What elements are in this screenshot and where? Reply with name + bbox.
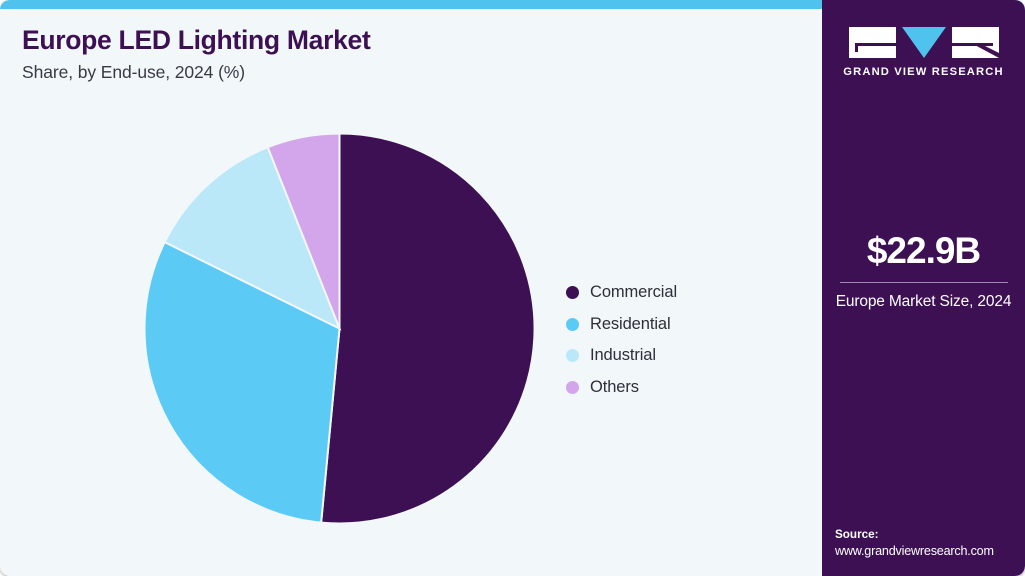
legend-item-residential[interactable]: Residential	[566, 309, 786, 341]
legend-swatch-icon	[566, 286, 579, 300]
pie-chart-svg	[143, 132, 536, 525]
legend-item-others[interactable]: Others	[566, 372, 786, 404]
chart-legend: Commercial Residential Industrial Others	[566, 277, 786, 403]
legend-swatch-icon	[566, 380, 579, 394]
page-title: Europe LED Lighting Market	[22, 25, 371, 55]
pie-chart	[142, 131, 537, 526]
pie-slice-others	[266, 132, 341, 329]
source-url: www.grandviewresearch.com	[835, 544, 994, 558]
pie-slice-residential	[143, 240, 341, 524]
gvr-logo-mark-icon	[848, 27, 999, 58]
legend-item-commercial[interactable]: Commercial	[566, 277, 786, 309]
legend-item-label: Residential	[590, 314, 671, 333]
top-accent-bar	[0, 0, 1025, 9]
brand-logo: GRAND VIEW RESEARCH	[822, 26, 1025, 78]
stat-block: $22.9B Europe Market Size, 2024	[822, 230, 1025, 312]
title-block: Europe LED Lighting Market Share, by End…	[22, 25, 782, 83]
source-block: Source: www.grandviewresearch.com	[835, 528, 1025, 558]
pie-slice-commercial	[320, 132, 536, 525]
pie-slice-industrial	[163, 145, 342, 331]
brand-wordmark: GRAND VIEW RESEARCH	[843, 66, 1004, 78]
side-panel: GRAND VIEW RESEARCH $22.9B Europe Market…	[822, 0, 1025, 576]
legend-swatch-icon	[566, 349, 579, 363]
market-size-caption: Europe Market Size, 2024	[835, 292, 1012, 310]
legend-swatch-icon	[566, 317, 579, 331]
stat-divider	[839, 281, 1008, 283]
legend-item-label: Commercial	[590, 283, 678, 302]
legend-item-industrial[interactable]: Industrial	[566, 340, 786, 372]
market-size-value: $22.9B	[866, 230, 981, 271]
legend-item-label: Others	[590, 377, 639, 396]
legend-item-label: Industrial	[590, 346, 656, 365]
source-label: Source:	[835, 528, 879, 541]
pie-slice-group	[143, 132, 536, 525]
page-subtitle: Share, by End-use, 2024 (%)	[22, 62, 245, 83]
chart-region: Europe LED Lighting Market Share, by End…	[0, 9, 822, 576]
